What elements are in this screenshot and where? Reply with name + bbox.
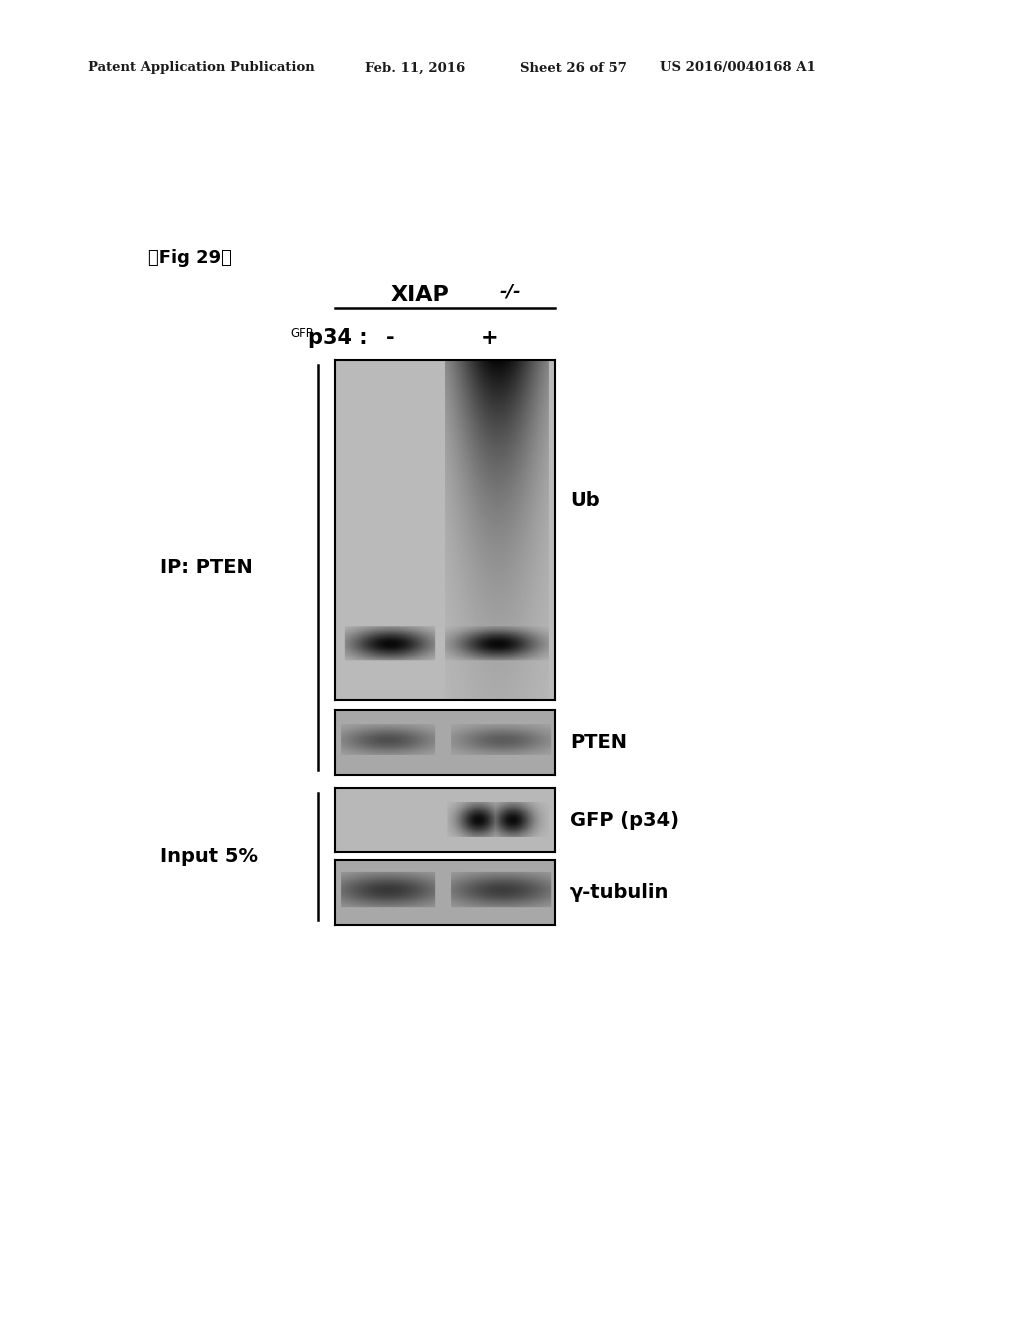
Text: Input 5%: Input 5% bbox=[160, 847, 258, 866]
Text: -: - bbox=[386, 327, 394, 348]
Text: p34 :: p34 : bbox=[308, 327, 368, 348]
Text: XIAP: XIAP bbox=[390, 285, 450, 305]
Text: -/-: -/- bbox=[500, 282, 521, 300]
Text: GFP: GFP bbox=[290, 327, 312, 341]
Text: US 2016/0040168 A1: US 2016/0040168 A1 bbox=[660, 62, 816, 74]
Text: GFP (p34): GFP (p34) bbox=[570, 810, 679, 829]
Text: Ub: Ub bbox=[570, 491, 600, 510]
Text: +: + bbox=[481, 327, 499, 348]
Text: Feb. 11, 2016: Feb. 11, 2016 bbox=[365, 62, 465, 74]
Text: PTEN: PTEN bbox=[570, 733, 627, 752]
Text: γ-tubulin: γ-tubulin bbox=[570, 883, 670, 902]
Text: IP: PTEN: IP: PTEN bbox=[160, 558, 253, 577]
Text: Sheet 26 of 57: Sheet 26 of 57 bbox=[520, 62, 627, 74]
Text: 『Fig 29』: 『Fig 29』 bbox=[148, 249, 231, 267]
Text: Patent Application Publication: Patent Application Publication bbox=[88, 62, 314, 74]
